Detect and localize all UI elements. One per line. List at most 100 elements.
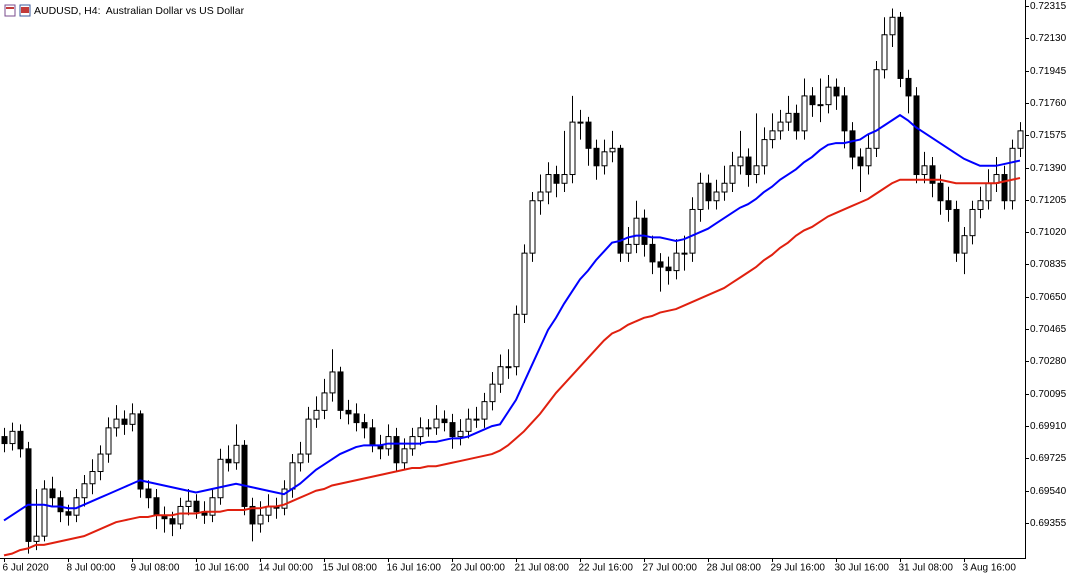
x-tick-label: 30 Jul 16:00 xyxy=(835,563,890,574)
candle-body xyxy=(761,139,768,167)
candle-body xyxy=(649,243,656,263)
candle-body xyxy=(305,418,312,455)
candle-body xyxy=(249,505,256,525)
y-tick-label: 0.70095 xyxy=(1030,389,1067,400)
candle-body xyxy=(561,174,568,184)
candle-body xyxy=(889,16,896,36)
candle-body xyxy=(153,497,160,516)
candle-body xyxy=(265,505,272,516)
candle-body xyxy=(97,453,104,473)
candle-body xyxy=(737,156,744,167)
candle-body xyxy=(697,182,704,210)
candle-body xyxy=(673,252,680,272)
x-tick-label: 29 Jul 16:00 xyxy=(771,563,826,574)
candle-body xyxy=(177,505,184,525)
candle-body xyxy=(657,261,664,268)
candle-body xyxy=(921,165,928,176)
candle-body xyxy=(129,413,136,425)
candle-body xyxy=(705,182,712,202)
candle-body xyxy=(441,418,448,424)
x-tick-label: 27 Jul 00:00 xyxy=(643,563,698,574)
y-tick-label: 0.71390 xyxy=(1030,163,1067,174)
candle-body xyxy=(897,16,904,79)
candle-body xyxy=(193,500,200,513)
candle-body xyxy=(1017,130,1024,149)
candle-body xyxy=(817,104,824,107)
candle-body xyxy=(937,182,944,202)
candle-body xyxy=(105,427,112,455)
x-tick-label: 20 Jul 00:00 xyxy=(451,563,506,574)
candle-body xyxy=(433,418,440,429)
candle-body xyxy=(793,112,800,132)
candle-body xyxy=(257,514,264,525)
candle-body xyxy=(777,121,784,132)
candle-body xyxy=(665,266,672,272)
y-tick-label: 0.70835 xyxy=(1030,259,1067,270)
candle-body xyxy=(329,371,336,394)
candle-body xyxy=(729,165,736,184)
candle-body xyxy=(281,488,288,509)
x-tick-label: 9 Jul 08:00 xyxy=(131,563,180,574)
candle-body xyxy=(753,165,760,176)
x-tick-label: 31 Jul 08:00 xyxy=(899,563,954,574)
icon-part xyxy=(6,7,14,9)
candle-body xyxy=(801,95,808,132)
candle-body xyxy=(145,488,152,499)
candle-body xyxy=(41,488,48,537)
candle-body xyxy=(113,418,120,429)
chart-title: AUDUSD, H4: Australian Dollar vs US Doll… xyxy=(34,5,245,17)
candle-body xyxy=(881,34,888,71)
candle-body xyxy=(353,413,360,424)
candle-body xyxy=(369,427,376,446)
candle-body xyxy=(1001,174,1008,202)
candle-body xyxy=(89,471,96,485)
candle-body xyxy=(537,191,544,202)
x-tick-label: 10 Jul 16:00 xyxy=(195,563,250,574)
moving-average-line xyxy=(3,113,1021,522)
candle-body xyxy=(321,392,328,411)
candle-body xyxy=(681,252,688,255)
candle-body xyxy=(489,383,496,403)
candle-body xyxy=(545,174,552,193)
candle-body xyxy=(713,191,720,202)
x-tick-label: 16 Jul 16:00 xyxy=(387,563,442,574)
y-tick-label: 0.71760 xyxy=(1030,98,1067,109)
candle-body xyxy=(689,208,696,254)
y-tick-label: 0.69355 xyxy=(1030,518,1067,529)
candle-body xyxy=(617,147,624,254)
candle-body xyxy=(945,200,952,210)
candle-body xyxy=(497,366,504,385)
candle-body xyxy=(345,409,352,415)
candle-body xyxy=(209,497,216,516)
candle-body xyxy=(977,200,984,210)
y-tick-label: 0.69540 xyxy=(1030,486,1067,497)
symbol-icon xyxy=(4,4,31,17)
plot-area xyxy=(1,8,1024,557)
candle-body xyxy=(769,130,776,141)
moving-average-line xyxy=(3,177,1021,557)
y-tick-label: 0.72315 xyxy=(1030,1,1067,12)
y-tick-label: 0.69910 xyxy=(1030,421,1067,432)
candle-body xyxy=(241,444,248,507)
y-tick-label: 0.71575 xyxy=(1030,130,1067,141)
candle-body xyxy=(865,147,872,167)
candle-body xyxy=(225,458,232,464)
x-tick-label: 3 Aug 16:00 xyxy=(963,563,1017,574)
icon-part xyxy=(21,7,29,13)
y-tick-label: 0.71945 xyxy=(1030,66,1067,77)
candle-body xyxy=(585,121,592,149)
candle-body xyxy=(473,418,480,421)
candle-body xyxy=(425,427,432,430)
candle-body xyxy=(393,436,400,464)
candle-body xyxy=(185,500,192,507)
candle-body xyxy=(1,436,8,445)
candle-body xyxy=(17,430,24,450)
candle-body xyxy=(513,313,520,368)
y-tick-label: 0.71020 xyxy=(1030,227,1067,238)
candle-body xyxy=(985,182,992,202)
candle-body xyxy=(785,112,792,123)
x-tick-label: 15 Jul 08:00 xyxy=(323,563,378,574)
candle-body xyxy=(457,430,464,438)
